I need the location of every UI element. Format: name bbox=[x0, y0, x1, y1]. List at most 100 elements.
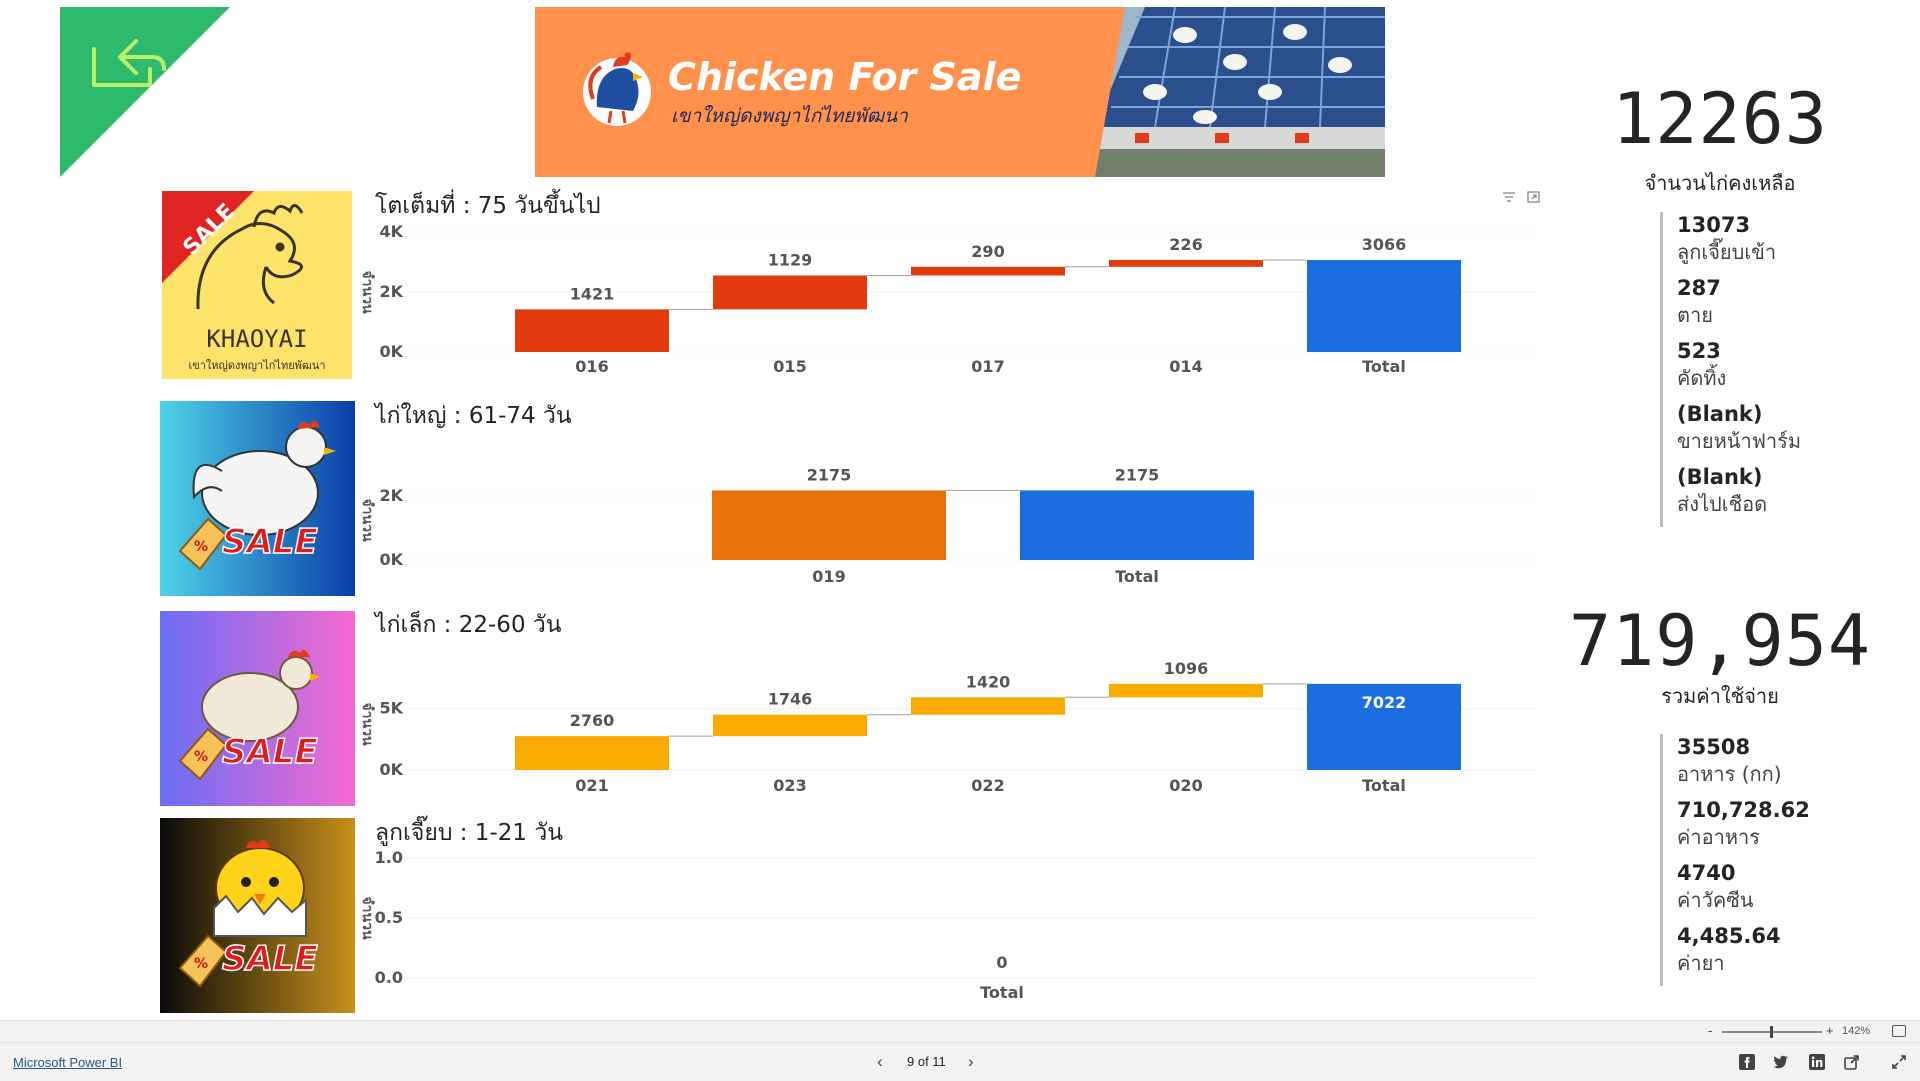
data-label: 290 bbox=[971, 242, 1004, 261]
remaining-item-value: (Blank) bbox=[1677, 465, 1763, 489]
waterfall-bar bbox=[515, 736, 669, 770]
facebook-icon[interactable] bbox=[1738, 1053, 1756, 1071]
hen-icon bbox=[201, 649, 320, 742]
y-tick-label: 0.5 bbox=[375, 908, 403, 927]
y-tick-label: 4K bbox=[379, 222, 403, 241]
chick-icon bbox=[213, 839, 307, 937]
x-category-label: 021 bbox=[575, 776, 608, 795]
total-bar bbox=[1307, 683, 1461, 770]
cost-item-value: 710,728.62 bbox=[1677, 798, 1810, 822]
waterfall-chart-chick: 1.0 0.5 0.0 จำนวน 0 Total bbox=[359, 848, 1540, 1002]
remaining-item-label: ขายหน้าฟาร์ม bbox=[1677, 429, 1802, 453]
khaoyai-sale-thumbnail: SALE KHAOYAI เขาใหญ่ดงพญาไก่ไทยพัฒนา bbox=[162, 191, 352, 379]
y-axis-label: จำนวน bbox=[359, 498, 375, 541]
remaining-item-label: ส่งไปเชือด bbox=[1677, 492, 1768, 516]
fullscreen-icon[interactable] bbox=[1890, 1053, 1908, 1071]
linkedin-icon[interactable] bbox=[1808, 1053, 1826, 1071]
fit-to-page-icon[interactable] bbox=[1892, 1025, 1906, 1037]
waterfall-bar bbox=[713, 275, 867, 310]
zoom-out-button[interactable]: - bbox=[1708, 1023, 1713, 1038]
chick-sale-thumbnail: % SALE bbox=[160, 818, 355, 1013]
data-label: 7022 bbox=[1362, 693, 1407, 712]
banner-title: Chicken For Sale bbox=[668, 55, 1021, 99]
cost-item-value: 4740 bbox=[1677, 861, 1736, 885]
y-axis-label: จำนวน bbox=[359, 896, 375, 939]
chart-title-chick: ลูกเจี๊ยบ : 1-21 วัน bbox=[375, 820, 563, 846]
share-icon[interactable] bbox=[1843, 1053, 1861, 1071]
y-tick-label: 0K bbox=[379, 760, 403, 779]
waterfall-bar bbox=[1109, 683, 1263, 698]
y-tick-label: 0K bbox=[379, 342, 403, 361]
report-canvas: Chicken For Sale เขาใหญ่ดงพญาไก่ไทยพัฒนา… bbox=[60, 7, 1897, 1013]
data-label: 1420 bbox=[966, 672, 1011, 691]
x-category-label: 016 bbox=[575, 357, 608, 376]
remaining-item-value: (Blank) bbox=[1677, 402, 1763, 426]
logo-subtitle-text: เขาใหญ่ดงพญาไก่ไทยพัฒนา bbox=[188, 359, 325, 372]
pullet-sale-thumbnail: % SALE bbox=[160, 611, 355, 806]
y-tick-label: 2K bbox=[379, 282, 403, 301]
data-label: 1746 bbox=[768, 690, 813, 709]
hen-icon bbox=[192, 420, 336, 536]
previous-page-icon[interactable]: ‹ bbox=[877, 1052, 883, 1071]
rooster-head-icon bbox=[196, 204, 304, 310]
sale-tag-icon: % bbox=[178, 727, 228, 781]
cost-item: 4,485.64 ค่ายา bbox=[1677, 923, 1897, 977]
y-tick-label: 0K bbox=[379, 550, 403, 569]
x-category-label: Total bbox=[1115, 567, 1159, 586]
waterfall-chart-large: 2K 0Kจำนวน 2175 019 2175 Total bbox=[359, 465, 1540, 586]
banner-subtitle: เขาใหญ่ดงพญาไก่ไทยพัฒนา bbox=[671, 104, 909, 127]
remaining-item-label: ลูกเจี๊ยบเข้า bbox=[1677, 240, 1777, 264]
total-bar bbox=[1020, 490, 1254, 560]
data-label: 0 bbox=[996, 953, 1007, 972]
svg-text:%: % bbox=[194, 956, 208, 972]
cost-item-label: ค่าวัคซีน bbox=[1677, 888, 1754, 912]
waterfall-bar bbox=[1109, 260, 1263, 267]
remaining-item: 523 คัดทิ้ง bbox=[1677, 338, 1897, 392]
thumb-sale-text: SALE bbox=[222, 732, 318, 772]
zoom-in-button[interactable]: + bbox=[1826, 1023, 1834, 1038]
logo-brand-text: KHAOYAI bbox=[206, 325, 307, 353]
cost-item: 710,728.62 ค่าอาหาร bbox=[1677, 797, 1897, 851]
waterfall-chart-small: 5K 0Kจำนวน 2760 021 1746 023 1420 022 1096 020 702… bbox=[359, 659, 1540, 795]
data-label: 1096 bbox=[1164, 659, 1209, 678]
thumb-sale-text: SALE bbox=[222, 522, 318, 562]
page-indicator: 9 of 11 bbox=[907, 1054, 946, 1069]
remaining-item-label: ตาย bbox=[1677, 303, 1713, 327]
sale-tag-icon: % bbox=[178, 934, 228, 988]
remaining-item-value: 523 bbox=[1677, 339, 1721, 363]
x-category-label: 017 bbox=[971, 357, 1004, 376]
banner-image: Chicken For Sale เขาใหญ่ดงพญาไก่ไทยพัฒนา bbox=[535, 7, 1385, 177]
cost-item-label: ค่าอาหาร bbox=[1677, 825, 1761, 849]
hen-sale-thumbnail: % SALE bbox=[160, 401, 355, 596]
cost-item: 4740 ค่าวัคซีน bbox=[1677, 860, 1897, 914]
x-category-label: Total bbox=[980, 983, 1024, 1002]
remaining-item-value: 287 bbox=[1677, 276, 1721, 300]
zoom-slider-thumb[interactable] bbox=[1770, 1026, 1773, 1038]
y-axis-label: จำนวน bbox=[359, 702, 375, 745]
zoom-slider[interactable] bbox=[1722, 1026, 1822, 1038]
thumb-sale-text: SALE bbox=[222, 939, 318, 979]
remaining-item: 287 ตาย bbox=[1677, 275, 1897, 329]
twitter-icon[interactable] bbox=[1772, 1053, 1790, 1071]
data-label: 2760 bbox=[570, 711, 615, 730]
back-button[interactable] bbox=[60, 7, 230, 177]
remaining-chickens-value: 12263 bbox=[1612, 78, 1828, 160]
filter-icon[interactable] bbox=[1503, 192, 1515, 202]
svg-text:%: % bbox=[194, 539, 208, 555]
cost-item-label: อาหาร (กก) bbox=[1677, 762, 1782, 786]
x-category-label: 015 bbox=[773, 357, 806, 376]
power-bi-link[interactable]: Microsoft Power BI bbox=[13, 1055, 123, 1070]
data-label: 1421 bbox=[570, 284, 615, 303]
y-tick-label: 0.0 bbox=[375, 968, 403, 987]
remaining-item: (Blank) ส่งไปเชือด bbox=[1677, 464, 1897, 518]
back-arrow-icon bbox=[92, 39, 166, 87]
cost-item-value: 4,485.64 bbox=[1677, 924, 1781, 948]
focus-mode-icon[interactable] bbox=[1527, 191, 1540, 203]
next-page-icon[interactable]: › bbox=[968, 1052, 974, 1071]
visual-header bbox=[1502, 190, 1542, 211]
data-label: 2175 bbox=[807, 465, 852, 484]
y-tick-label: 2K bbox=[379, 486, 403, 505]
waterfall-bar bbox=[712, 490, 946, 560]
x-category-label: 020 bbox=[1169, 776, 1202, 795]
data-label: 226 bbox=[1169, 235, 1202, 254]
